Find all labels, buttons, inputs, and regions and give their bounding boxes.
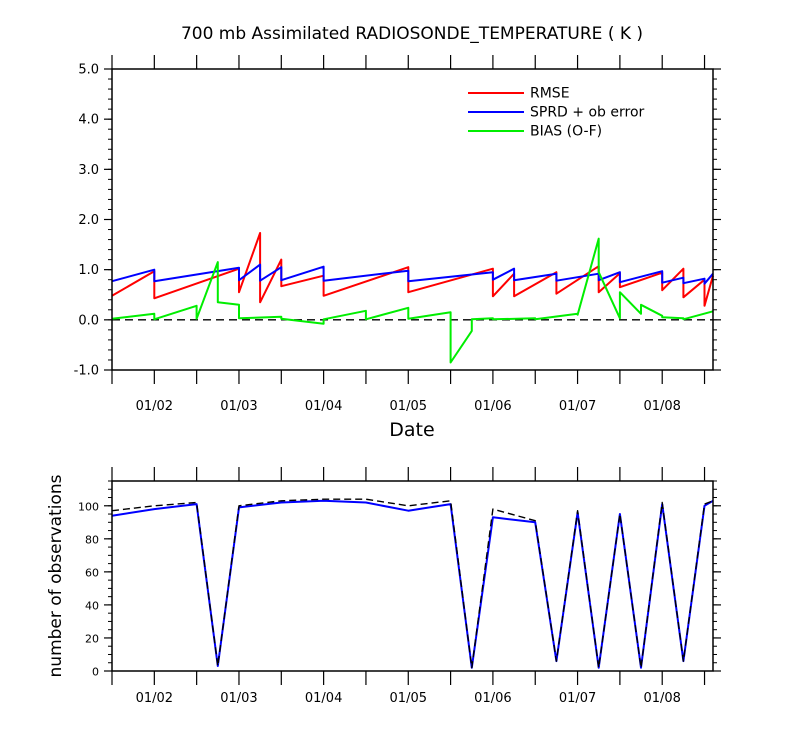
x-tick-label: 01/02 (136, 691, 173, 706)
x-tick-label: 01/04 (305, 691, 342, 706)
x-tick-label: 01/06 (474, 691, 511, 706)
bottom-plot-area: 0 20 40 60 80 100 01/02 01/03 01/04 01/05 01/06 01/… (78, 467, 721, 706)
top-x-axis-label: Date (389, 419, 434, 441)
series-line-rmse (111, 232, 714, 307)
series-line-sprd-ob-error (111, 263, 714, 285)
x-tick-label: 01/07 (559, 691, 596, 706)
legend: RMSE SPRD + ob error BIAS (O-F) (468, 86, 645, 140)
legend-spread-label: SPRD + ob error (530, 105, 645, 121)
series-line-possible-observations (111, 498, 714, 669)
y-tick-label: 1.0 (78, 263, 99, 278)
x-tick-label: 01/05 (390, 399, 427, 414)
y-tick-label: 0 (92, 666, 99, 679)
y-tick-label: 40 (85, 599, 99, 612)
y-tick-label: -1.0 (74, 364, 99, 379)
x-tick-label: 01/04 (305, 399, 342, 414)
x-tick-label: 01/07 (559, 399, 596, 414)
y-tick-label: 3.0 (78, 163, 99, 178)
y-tick-label: 5.0 (78, 63, 99, 78)
x-tick-label: 01/06 (474, 399, 511, 414)
x-tick-label: 01/03 (220, 691, 257, 706)
top-plot-area: -1.0 0.0 1.0 2.0 3.0 4.0 5.0 01/02 01/03 01/04 01/… (74, 55, 721, 414)
y-tick-label: 80 (85, 533, 99, 546)
top-plot-frame (111, 68, 714, 371)
bottom-plot-frame (111, 480, 714, 672)
y-tick-label: 100 (78, 500, 99, 513)
legend-bias-label: BIAS (O-F) (530, 124, 602, 140)
x-tick-label: 01/02 (136, 399, 173, 414)
bottom-y-axis-label: number of observations (46, 474, 66, 677)
series-line-bias-o-f (111, 237, 714, 364)
x-tick-label: 01/05 (390, 691, 427, 706)
y-tick-label: 60 (85, 566, 99, 579)
x-tick-label: 01/08 (643, 399, 680, 414)
observation-count-chart: 0 20 40 60 80 100 01/02 01/03 01/04 01/05 01/06 01/… (46, 467, 721, 706)
rmse-spread-bias-chart: 700 mb Assimilated RADIOSONDE_TEMPERATUR… (74, 24, 721, 441)
y-tick-label: 0.0 (78, 313, 99, 328)
legend-rmse-label: RMSE (530, 86, 570, 102)
x-tick-label: 01/03 (220, 399, 257, 414)
y-tick-label: 20 (85, 632, 99, 645)
chart-title: 700 mb Assimilated RADIOSONDE_TEMPERATUR… (181, 24, 643, 44)
x-tick-label: 01/08 (643, 691, 680, 706)
series-line-assimilated-observations (111, 499, 714, 669)
y-tick-label: 4.0 (78, 113, 99, 128)
y-tick-label: 2.0 (78, 213, 99, 228)
